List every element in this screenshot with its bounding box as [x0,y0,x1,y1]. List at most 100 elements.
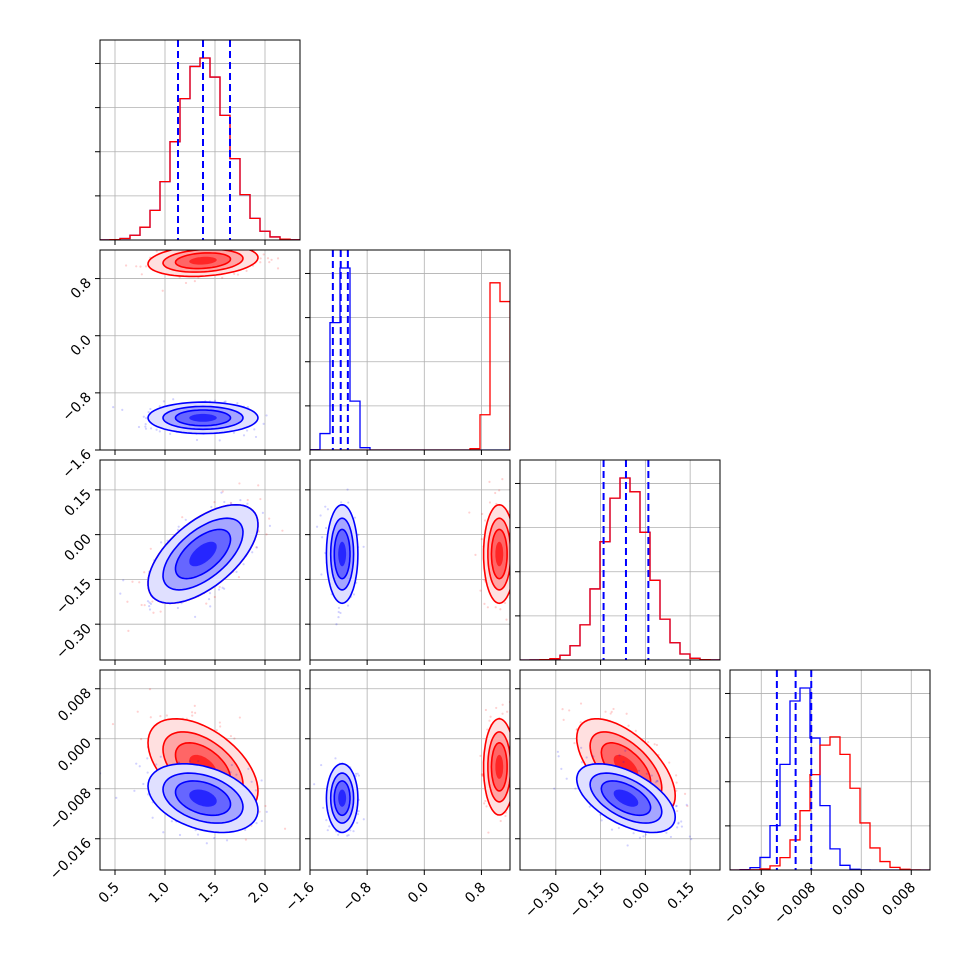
contour-line [333,780,351,817]
x-tick-label: 1.5 [196,880,223,907]
scatter-point [495,706,498,710]
scatter-point [626,844,629,847]
x-tick-label: −0.8 [340,880,375,915]
scatter-point [142,782,145,786]
scatter-point [142,415,145,418]
scatter-point [155,763,158,766]
contour-line [162,250,244,273]
scatter-point [362,818,365,821]
contour-line [490,528,508,580]
scatter-point [230,763,233,767]
scatter-point [645,772,648,775]
scatter-point [516,540,518,542]
scatter-point [155,250,158,253]
scatter-point [625,712,628,715]
scatter-point [347,834,350,837]
scatter-point [320,763,323,767]
scatter-point [207,597,211,601]
scatter-point [506,710,509,713]
scatter-point [259,497,262,501]
contour-line [147,503,259,605]
scatter-point [503,601,507,605]
scatter-point [232,431,236,434]
scatter-panel [100,246,300,450]
y-tick-label: 0.000 [55,735,95,775]
histogram-line [520,477,720,660]
x-tick-label: −1.6 [282,879,317,914]
scatter-point [604,710,607,713]
scatter-point [255,546,259,549]
scatter-point [688,835,691,838]
scatter-point [521,791,523,793]
scatter-point [143,571,146,574]
histogram-line [310,282,510,450]
scatter-point [262,253,265,256]
scatter-point [213,595,216,599]
scatter-point [514,769,516,771]
scatter-point [516,773,518,775]
scatter-point [337,616,340,619]
scatter-point [580,746,583,749]
scatter-point [270,258,273,261]
scatter-point [468,511,471,514]
scatter-point [600,819,603,822]
scatter-point [627,724,630,727]
contour-line [589,772,663,824]
scatter-point [260,819,263,823]
density-fill [338,541,347,567]
scatter-point [610,710,613,713]
scatter-point [229,771,232,774]
scatter-point [638,836,642,839]
scatter-point [484,708,488,712]
scatter-point [499,608,502,611]
scatter-point [517,576,519,578]
scatter-point [258,810,261,813]
scatter-point [194,615,197,618]
scatter-point [349,829,352,832]
scatter-point [675,789,678,792]
density-fill [495,754,504,779]
scatter-point [574,787,577,790]
scatter-point [221,276,224,279]
scatter-point [155,428,158,431]
scatter-point [654,781,657,784]
contour-line [147,250,259,278]
scatter-point [148,601,151,604]
scatter-point [512,772,514,774]
y-tick-label: −0.016 [47,835,95,883]
scatter-point [140,603,143,607]
scatter-point [112,405,115,409]
scatter-point [184,281,188,285]
scatter-point [515,624,517,626]
scatter-point [580,761,584,764]
scatter-point [162,831,165,834]
scatter-point [474,553,477,556]
y-tick-label: 0.0 [68,332,95,359]
scatter-point [126,600,129,603]
density-fill [613,789,639,807]
x-tick-label: −0.15 [567,880,609,922]
scatter-point [511,538,513,540]
scatter-point [624,749,627,752]
scatter-point [511,765,513,767]
scatter-point [149,407,152,411]
scatter-point [483,802,486,805]
density-fill [189,413,217,422]
histogram-panel [310,250,510,450]
panel-frame [99,669,301,871]
scatter-point [144,423,147,426]
scatter-point [242,434,246,437]
scatter-point [320,573,323,576]
scatter-point [149,547,152,550]
scatter-point [516,545,518,547]
panel-frame [729,669,931,871]
scatter-point [167,246,169,248]
scatter-point [501,712,504,715]
scatter-point [213,399,217,402]
histogram-line [100,57,300,240]
scatter-point [158,430,161,433]
scatter-point [324,505,327,508]
scatter-point [676,809,679,813]
scatter-point [238,482,241,485]
scatter-point [193,704,196,708]
